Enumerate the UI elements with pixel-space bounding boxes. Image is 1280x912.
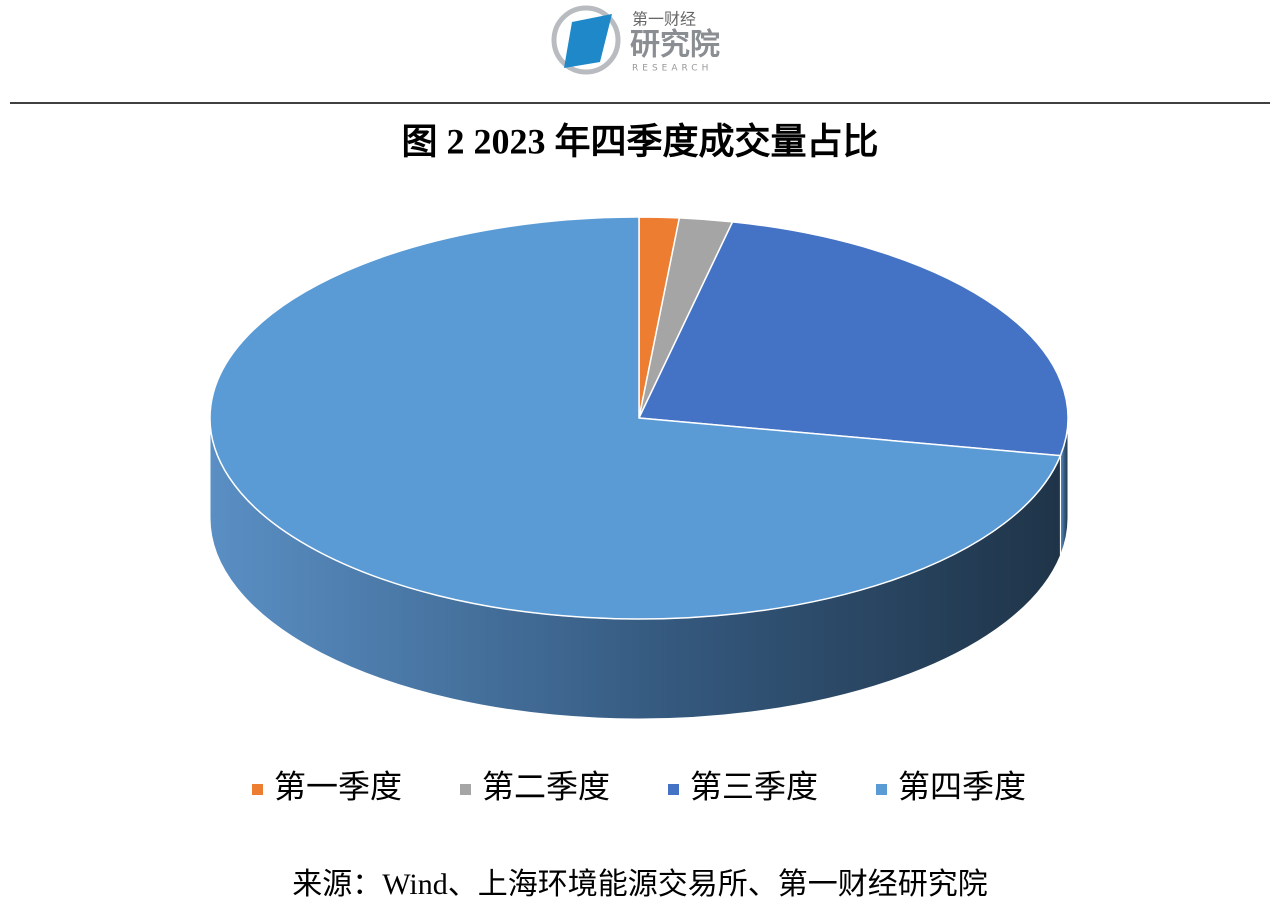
pie — [209, 216, 1069, 720]
legend-label: 第四季度 — [898, 768, 1026, 804]
legend-label: 第三季度 — [690, 768, 818, 804]
legend: 第一季度 第二季度 第三季度 第四季度 — [252, 768, 1026, 804]
slice — [637, 221, 1069, 457]
logo-top: 第一财经 — [632, 10, 696, 29]
logo: 第一财经 研究院 RESEARCH — [551, 5, 720, 75]
legend-label: 第二季度 — [482, 768, 610, 804]
legend-label: 第一季度 — [274, 768, 402, 804]
legend-swatch — [668, 784, 679, 795]
chart-title: 图 2 2023 年四季度成交量占比 — [401, 120, 878, 161]
slice — [209, 216, 1062, 620]
logo-main: 研究院 — [630, 28, 720, 63]
legend-swatch — [460, 784, 471, 795]
legend-swatch — [876, 784, 887, 795]
legend-swatch — [252, 784, 263, 795]
logo-mark — [564, 14, 612, 68]
source-note: 来源：Wind、上海环境能源交易所、第一财经研究院 — [292, 868, 987, 901]
logo-sub: RESEARCH — [632, 64, 712, 74]
